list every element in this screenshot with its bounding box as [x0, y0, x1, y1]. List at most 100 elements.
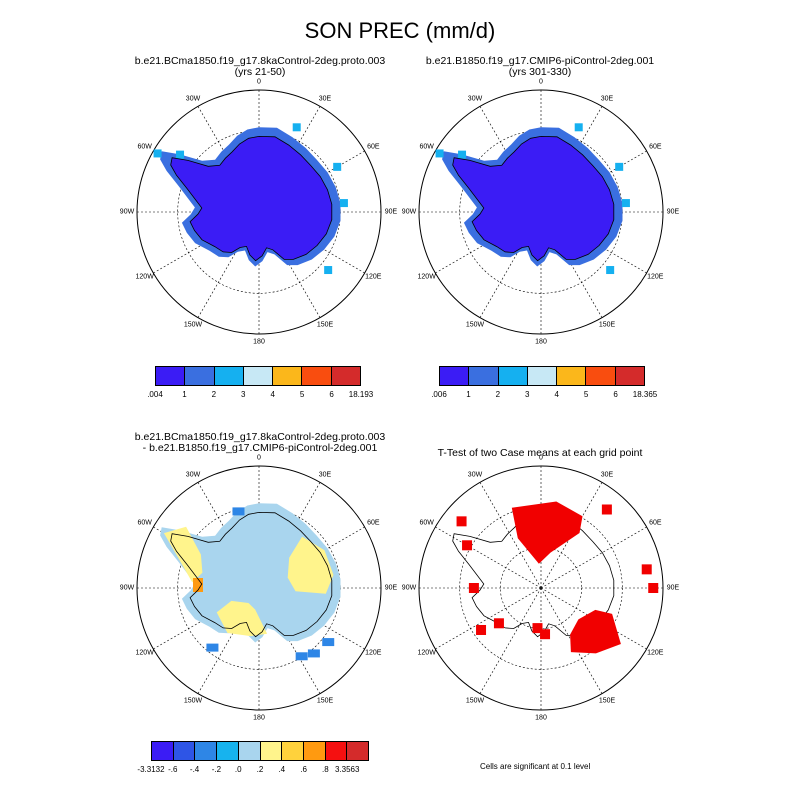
- longitude-label: 120W: [135, 273, 154, 281]
- longitude-label: 60E: [367, 143, 380, 151]
- longitude-label: 180: [253, 714, 265, 722]
- longitude-label: 60E: [367, 519, 380, 527]
- colorbar-swatch: [527, 367, 558, 385]
- colorbar-label: 4: [554, 390, 559, 399]
- colorbar-label: -.4: [189, 765, 200, 774]
- colorbar-difference: [151, 741, 369, 761]
- colorbar-swatch: [282, 742, 304, 760]
- colorbar-label: 3.3563: [334, 765, 360, 774]
- longitude-label: 90W: [401, 208, 417, 216]
- diff-negative-cell: [322, 638, 335, 647]
- precip-cell-2: [606, 266, 615, 275]
- colorbar-case2: [439, 366, 645, 386]
- significance-note: Cells are significant at 0.1 level: [480, 762, 591, 771]
- panel-1-title: b.e21.BCma1850.f19_g17.8kaControl-2deg.p…: [60, 56, 460, 78]
- significant-cell: [476, 624, 487, 635]
- colorbar-swatch: [273, 367, 303, 385]
- colorbar-swatch: [469, 367, 499, 385]
- colorbar-label: 5: [299, 390, 305, 399]
- significant-cell: [641, 564, 652, 575]
- colorbar-label: 6: [329, 390, 334, 399]
- colorbar-label: .6: [300, 765, 307, 774]
- colorbar-swatch: [303, 742, 326, 760]
- longitude-label: 60E: [649, 143, 662, 151]
- colorbar-swatch: [243, 367, 274, 385]
- longitude-label: 180: [253, 338, 265, 346]
- longitude-label: 90W: [119, 208, 135, 216]
- longitude-label: 120W: [417, 649, 436, 657]
- colorbar-swatch: [586, 367, 616, 385]
- colorbar-swatch: [325, 742, 348, 760]
- significant-cell: [468, 583, 479, 593]
- longitude-label: 0: [257, 454, 261, 462]
- colorbar-label: 3: [241, 390, 246, 399]
- significant-cell: [601, 504, 612, 515]
- longitude-label: 30E: [600, 471, 614, 479]
- longitude-label: 150E: [316, 321, 334, 329]
- colorbar-label: .4: [278, 765, 286, 774]
- longitude-label: 150E: [598, 321, 616, 329]
- longitude-label: 60W: [419, 143, 434, 151]
- significant-region: [511, 501, 583, 564]
- colorbar-label: -.2: [211, 765, 222, 774]
- map-border-4: [418, 465, 664, 711]
- meridian-line: [479, 482, 542, 589]
- longitude-label: 60W: [137, 143, 152, 151]
- meridian-line: [479, 587, 542, 694]
- panel-2-title: b.e21.B1850.f19_g17.CMIP6-piControl-2deg…: [340, 56, 740, 78]
- longitude-label: 120W: [417, 273, 436, 281]
- longitude-label: 30W: [185, 471, 201, 479]
- coastline-1: [170, 135, 333, 262]
- precip-cell-2: [435, 149, 444, 158]
- longitude-label: 30E: [318, 471, 332, 479]
- colorbar-swatch: [557, 367, 587, 385]
- longitude-label: 180: [535, 338, 547, 346]
- colorbar-swatch: [185, 367, 215, 385]
- longitude-label: 120E: [647, 649, 664, 657]
- panel-3-title: b.e21.BCma1850.f19_g17.8kaControl-2deg.p…: [60, 432, 460, 454]
- colorbar-swatch: [347, 742, 369, 760]
- colorbar-label: .2: [256, 765, 264, 774]
- colorbar-swatch: [302, 367, 332, 385]
- colorbar-label: 1: [466, 390, 471, 399]
- panel-1-title-line1: b.e21.BCma1850.f19_g17.8kaControl-2deg.p…: [134, 55, 386, 67]
- precip-field-interior-2: [452, 136, 614, 261]
- map-border-2: [418, 89, 664, 335]
- meridian-line: [435, 587, 542, 650]
- meridian-line: [540, 526, 647, 589]
- longitude-label: 90W: [119, 584, 135, 592]
- precip-cell-1: [153, 149, 162, 158]
- map-border-3: [136, 465, 382, 711]
- panel-1-title-line2: (yrs 21-50): [234, 66, 286, 78]
- panel-4-title: T-Test of two Case means at each grid po…: [340, 448, 740, 459]
- colorbar-label: -.6: [168, 765, 178, 774]
- precip-cell-2: [615, 162, 624, 171]
- colorbar-swatch: [331, 367, 360, 385]
- longitude-label: 30E: [318, 95, 332, 103]
- colorbar-label: 3: [525, 390, 530, 399]
- precip-cell-1: [292, 123, 301, 132]
- longitude-label: 150W: [465, 697, 485, 705]
- main-title: SON PREC (mm/d): [304, 18, 496, 43]
- longitude-label: 120E: [365, 649, 382, 657]
- longitude-label: 0: [539, 454, 543, 462]
- coastline-3: [170, 511, 333, 638]
- longitude-label: 60W: [419, 519, 434, 527]
- colorbar-label: 5: [583, 390, 589, 399]
- significant-cell: [648, 583, 659, 593]
- longitude-label: 150E: [316, 697, 334, 705]
- precip-cell-1: [324, 266, 333, 275]
- precip-cell-2: [574, 123, 583, 132]
- significant-cell: [540, 629, 551, 640]
- precip-cell-1: [339, 199, 348, 208]
- colorbar-label: 4: [270, 390, 275, 399]
- precip-cell-2: [621, 199, 630, 208]
- colorbar-swatch: [173, 742, 196, 760]
- diff-negative-cell: [295, 652, 308, 661]
- significant-cell: [493, 618, 504, 629]
- diff-field-base: [160, 503, 341, 643]
- longitude-label: 120W: [135, 649, 154, 657]
